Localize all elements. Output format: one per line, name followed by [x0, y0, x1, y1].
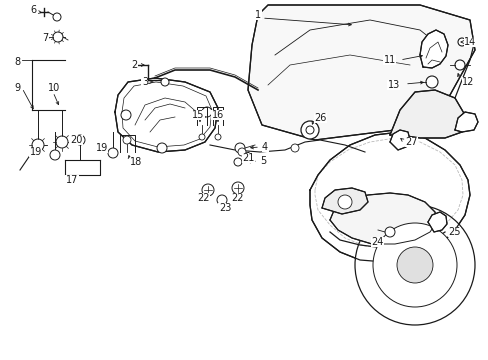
- Polygon shape: [309, 132, 469, 262]
- Text: 15: 15: [191, 110, 204, 120]
- Text: 20: 20: [70, 135, 82, 145]
- Circle shape: [215, 134, 221, 140]
- Circle shape: [157, 143, 167, 153]
- Text: 1: 1: [254, 10, 261, 20]
- Polygon shape: [115, 78, 218, 152]
- Text: 16: 16: [211, 110, 224, 120]
- Text: 19: 19: [96, 143, 108, 153]
- Circle shape: [202, 107, 212, 117]
- Circle shape: [234, 158, 242, 166]
- Text: 19: 19: [30, 147, 42, 157]
- Text: 14: 14: [463, 37, 475, 47]
- Circle shape: [235, 143, 244, 153]
- Circle shape: [454, 60, 464, 70]
- Text: 5: 5: [260, 156, 265, 166]
- Polygon shape: [389, 90, 464, 138]
- Circle shape: [75, 135, 85, 145]
- Circle shape: [290, 144, 298, 152]
- Polygon shape: [454, 112, 477, 132]
- Polygon shape: [321, 188, 367, 214]
- Text: 22: 22: [231, 193, 244, 203]
- Text: 12: 12: [461, 77, 473, 87]
- Text: 27: 27: [404, 137, 417, 147]
- Circle shape: [217, 195, 226, 205]
- Text: 21: 21: [242, 153, 254, 163]
- Circle shape: [121, 110, 131, 120]
- Circle shape: [56, 136, 68, 148]
- Text: 26: 26: [313, 113, 325, 123]
- Circle shape: [425, 76, 437, 88]
- Circle shape: [457, 38, 465, 46]
- Circle shape: [53, 32, 63, 42]
- Circle shape: [123, 136, 131, 144]
- Text: 2: 2: [131, 60, 138, 70]
- Polygon shape: [329, 193, 436, 244]
- Circle shape: [301, 121, 318, 139]
- Polygon shape: [247, 5, 474, 140]
- Text: 7: 7: [42, 33, 48, 43]
- Circle shape: [384, 227, 394, 237]
- Circle shape: [231, 182, 244, 194]
- Polygon shape: [427, 212, 446, 232]
- Text: 17: 17: [66, 175, 78, 185]
- Circle shape: [372, 223, 456, 307]
- Circle shape: [199, 134, 204, 140]
- Circle shape: [202, 184, 214, 196]
- Circle shape: [305, 126, 313, 134]
- Text: 13: 13: [387, 80, 399, 90]
- Circle shape: [161, 78, 169, 86]
- Text: 4: 4: [262, 142, 267, 152]
- Text: 6: 6: [30, 5, 36, 15]
- Text: 9: 9: [14, 83, 20, 93]
- Text: 22: 22: [196, 193, 209, 203]
- Text: 10: 10: [48, 83, 60, 93]
- Text: 23: 23: [218, 203, 231, 213]
- Text: 24: 24: [371, 237, 383, 247]
- Text: 8: 8: [14, 57, 20, 67]
- Text: 3: 3: [142, 77, 148, 87]
- Circle shape: [108, 148, 118, 158]
- Polygon shape: [419, 30, 447, 68]
- Text: 25: 25: [447, 227, 460, 237]
- Circle shape: [50, 150, 60, 160]
- Circle shape: [32, 139, 44, 151]
- Text: 18: 18: [130, 157, 142, 167]
- Circle shape: [354, 205, 474, 325]
- Circle shape: [396, 247, 432, 283]
- Circle shape: [337, 195, 351, 209]
- Text: 11: 11: [383, 55, 395, 65]
- Polygon shape: [389, 130, 409, 150]
- Circle shape: [238, 148, 245, 156]
- Circle shape: [53, 13, 61, 21]
